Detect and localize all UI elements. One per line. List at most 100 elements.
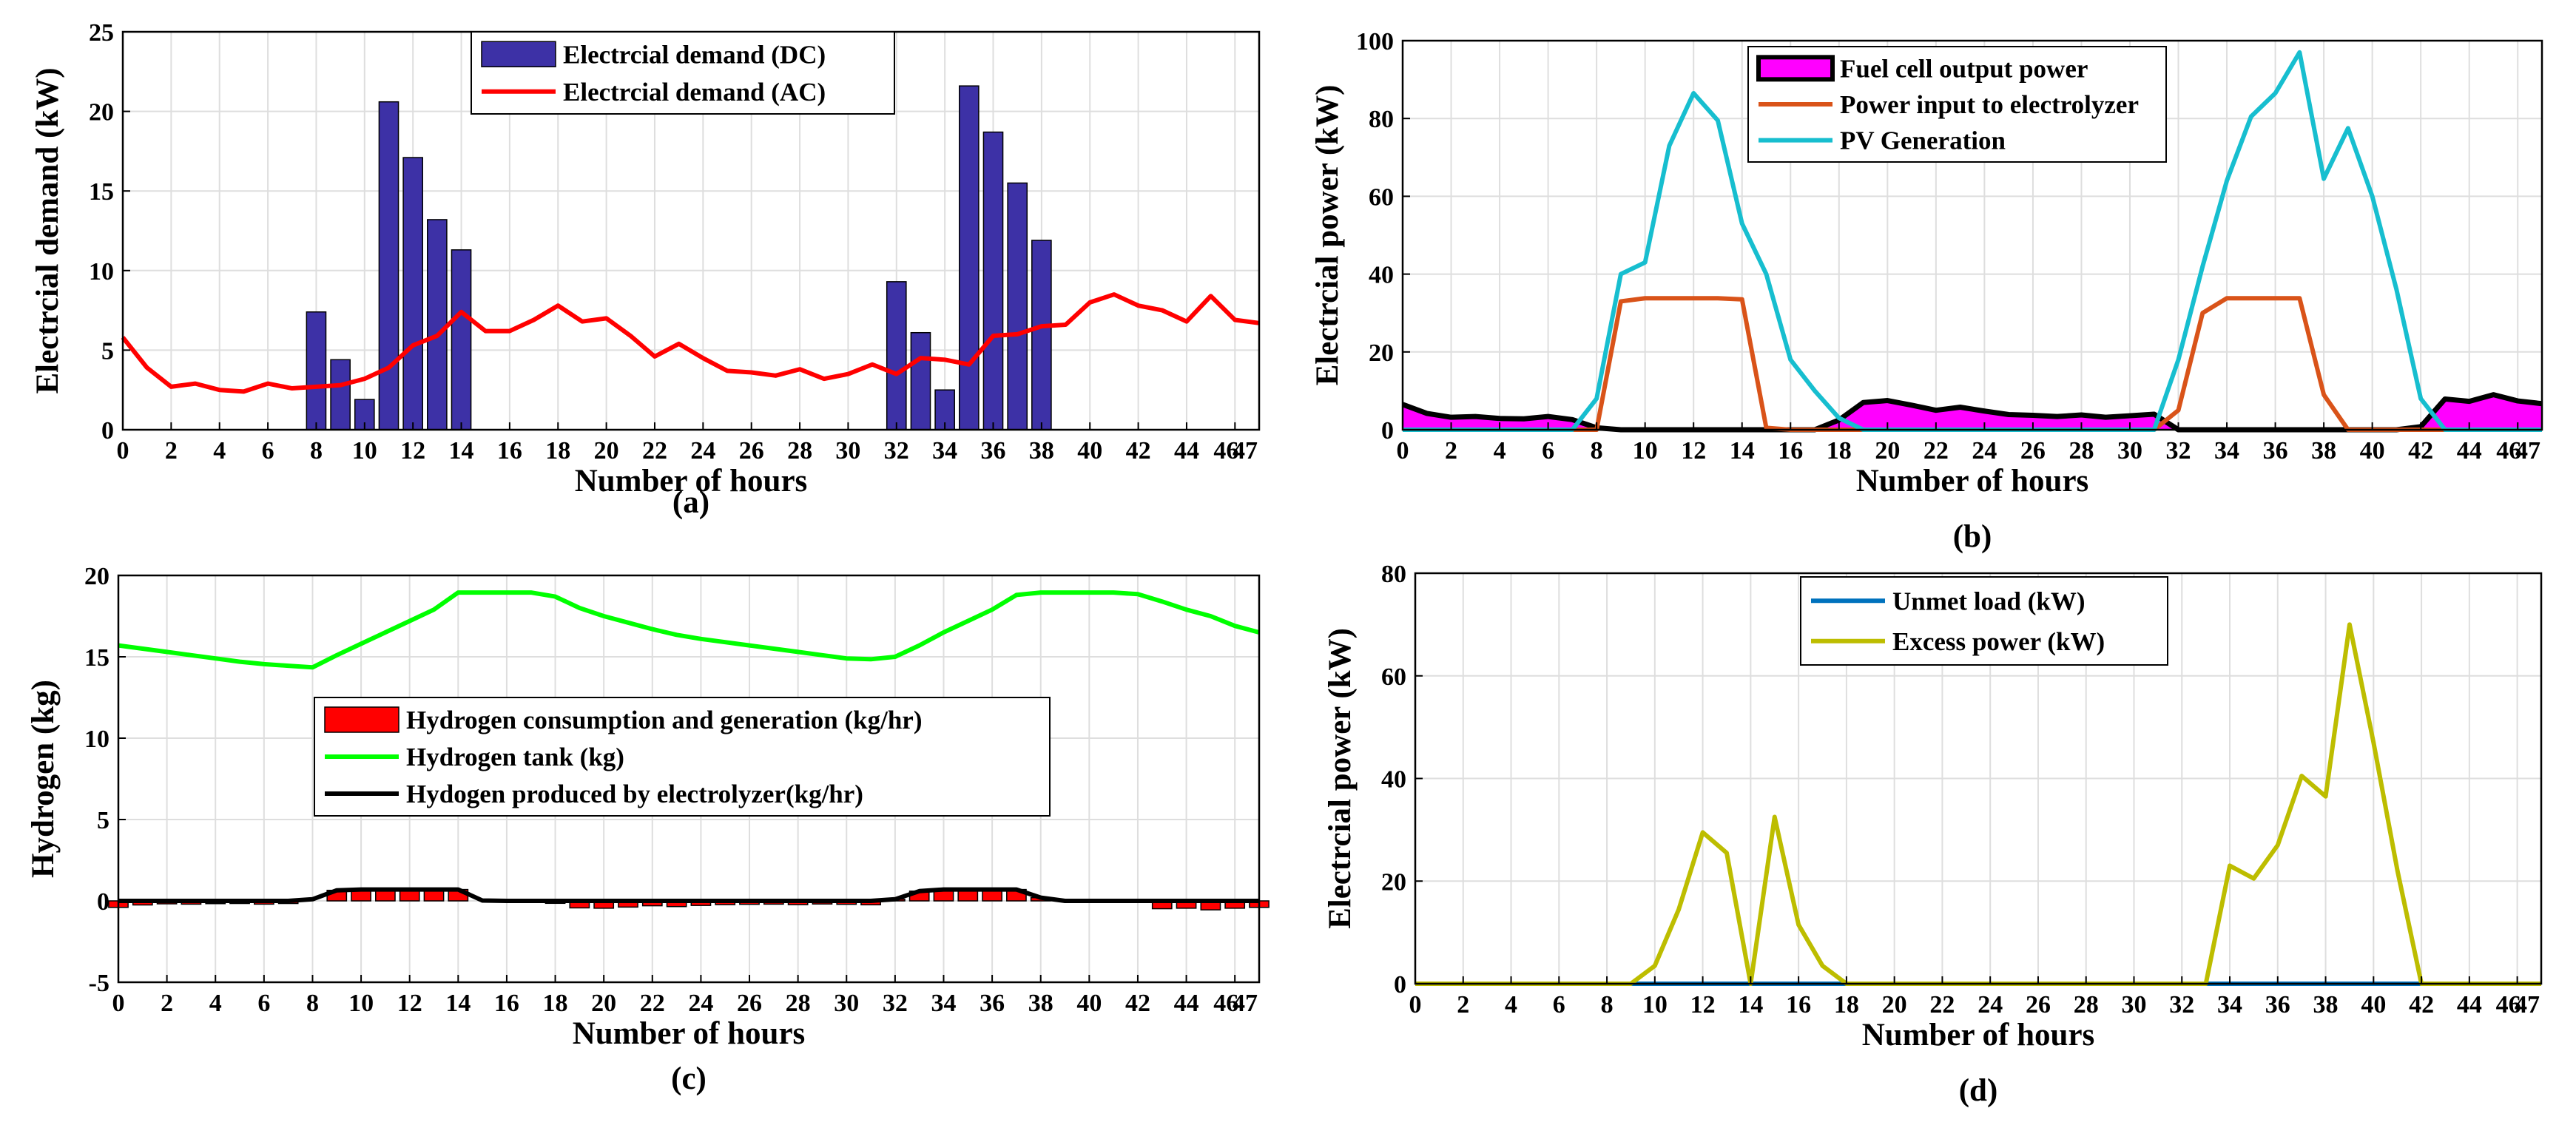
- x-tick-label: 0: [1409, 991, 1422, 1018]
- panel-label: (c): [671, 1061, 707, 1096]
- x-tick-label: 26: [737, 990, 762, 1017]
- x-tick-label: 4: [1494, 437, 1506, 464]
- bar: [330, 359, 351, 430]
- y-tick-label: 40: [1369, 262, 1394, 289]
- x-tick-label: 12: [400, 437, 425, 464]
- x-tick-label: 44: [2457, 991, 2482, 1018]
- x-tick-label: 10: [348, 990, 374, 1017]
- x-tick-label: 46: [1213, 437, 1238, 464]
- bar: [886, 281, 907, 430]
- x-tick-label: 6: [1553, 991, 1565, 1018]
- x-tick-label: 8: [310, 437, 323, 464]
- x-tick-label: 34: [2217, 991, 2242, 1018]
- x-tick-label: 26: [2026, 991, 2051, 1018]
- x-tick-label: 12: [1681, 437, 1706, 464]
- y-tick-label: 20: [1381, 868, 1406, 896]
- x-axis-label: Number of hours: [575, 464, 808, 499]
- x-tick-label: 47: [1233, 990, 1258, 1017]
- y-tick-label: 80: [1381, 561, 1406, 588]
- panel-label: (d): [1959, 1073, 1998, 1108]
- y-axis-label: Electrcial power (kW): [1323, 628, 1358, 929]
- x-tick-label: 40: [1077, 437, 1102, 464]
- legend-entry: Hydrogen tank (kg): [406, 743, 624, 771]
- x-tick-label: 34: [2214, 437, 2239, 464]
- legend: Hydrogen consumption and generation (kg/…: [314, 697, 1051, 817]
- x-tick-label: 36: [980, 990, 1005, 1017]
- x-tick-label: 38: [2311, 437, 2336, 464]
- y-tick-label: 0: [1381, 417, 1394, 445]
- x-tick-label: 42: [2408, 437, 2433, 464]
- x-tick-label: 18: [543, 990, 568, 1017]
- legend-entry: PV Generation: [1840, 126, 2006, 155]
- x-tick-label: 14: [1730, 437, 1755, 464]
- y-axis-label: Electrcial demand (kW): [30, 67, 65, 393]
- bar: [910, 331, 931, 430]
- y-tick-label: 15: [89, 178, 114, 206]
- bar: [427, 219, 448, 430]
- bar: [982, 131, 1004, 430]
- x-tick-label: 2: [165, 437, 178, 464]
- legend-swatch: [1756, 55, 1835, 82]
- series-line: [118, 590, 1260, 670]
- x-tick-label: 18: [1834, 991, 1859, 1018]
- bar: [306, 311, 327, 430]
- y-tick-label: 5: [97, 807, 109, 834]
- x-tick-label: 22: [1923, 437, 1949, 464]
- chart-panel-a: 0 2 4 6 8 10 12 14 16 18 20 22 24 26 28 30 32 34 36 38 40 42 4…: [30, 19, 1261, 520]
- bar: [402, 157, 423, 430]
- x-tick-label: 32: [884, 437, 909, 464]
- x-tick-label: 32: [2169, 991, 2194, 1018]
- x-tick-label: 20: [591, 990, 616, 1017]
- x-tick-label: 36: [981, 437, 1006, 464]
- x-tick-label: 4: [213, 437, 226, 464]
- x-tick-label: 47: [2515, 437, 2540, 464]
- chart-panel-d: 0 2 4 6 8 10 12 14 16 18 20 22 24 26 28 30 32 34 36 38 40 42 4…: [1323, 561, 2543, 1108]
- x-tick-label: 12: [397, 990, 422, 1017]
- x-tick-label: 47: [2515, 991, 2540, 1018]
- bar: [1031, 240, 1052, 430]
- x-tick-label: 18: [1827, 437, 1852, 464]
- x-tick-label: 30: [835, 437, 860, 464]
- y-tick-label: 60: [1381, 663, 1406, 691]
- bar: [451, 249, 472, 430]
- x-tick-label: 34: [932, 437, 957, 464]
- x-axis-label: Number of hours: [1856, 464, 2089, 499]
- x-tick-label: 18: [545, 437, 570, 464]
- x-tick-label: 40: [1076, 990, 1102, 1017]
- x-tick-label: 47: [1233, 437, 1258, 464]
- x-tick-label: 8: [1601, 991, 1614, 1018]
- x-tick-label: 2: [1445, 437, 1457, 464]
- x-axis-label: Number of hours: [573, 1016, 806, 1051]
- x-tick-label: 0: [117, 437, 129, 464]
- y-axis-label: Electrcial power (kW): [1310, 85, 1345, 386]
- legend-swatch: [324, 706, 399, 733]
- y-tick-label: 10: [84, 726, 109, 753]
- x-tick-label: 6: [262, 437, 274, 464]
- x-tick-label: 42: [1125, 990, 1150, 1017]
- panel-label: (a): [672, 485, 709, 520]
- x-tick-label: 4: [1505, 991, 1517, 1018]
- x-tick-label: 38: [1028, 990, 1053, 1017]
- x-tick-label: 40: [2361, 991, 2386, 1018]
- x-tick-label: 38: [2313, 991, 2339, 1018]
- plot-frame: [117, 574, 1261, 984]
- x-tick-label: 16: [497, 437, 522, 464]
- x-tick-label: 4: [209, 990, 222, 1017]
- x-tick-label: 10: [352, 437, 377, 464]
- x-tick-label: 16: [1786, 991, 1811, 1018]
- chart-panel-b: 0 2 4 6 8 10 12 14 16 18 20 22 24 26 28 30 32 34 36 38 40 42 4…: [1310, 28, 2543, 554]
- x-tick-label: 46: [2496, 437, 2521, 464]
- series-line: [121, 292, 1260, 394]
- x-tick-label: 36: [2263, 437, 2288, 464]
- legend-entry: Electrcial demand (DC): [563, 40, 826, 69]
- legend: Electrcial demand (DC) Electrcial demand …: [471, 31, 895, 115]
- y-tick-label: 20: [89, 99, 114, 126]
- x-tick-label: 14: [1738, 991, 1763, 1018]
- chart-panel-c: 0 2 4 6 8 10 12 14 16 18 20 22 24 26 28 30 32 34 36 38 40 42 4…: [26, 563, 1270, 1096]
- x-tick-label: 30: [2121, 991, 2146, 1018]
- bar: [959, 85, 980, 430]
- plot-frame: [1401, 39, 2543, 431]
- x-tick-label: 28: [2068, 437, 2094, 464]
- x-tick-label: 30: [834, 990, 859, 1017]
- legend-entry: Electrcial demand (AC): [563, 78, 826, 107]
